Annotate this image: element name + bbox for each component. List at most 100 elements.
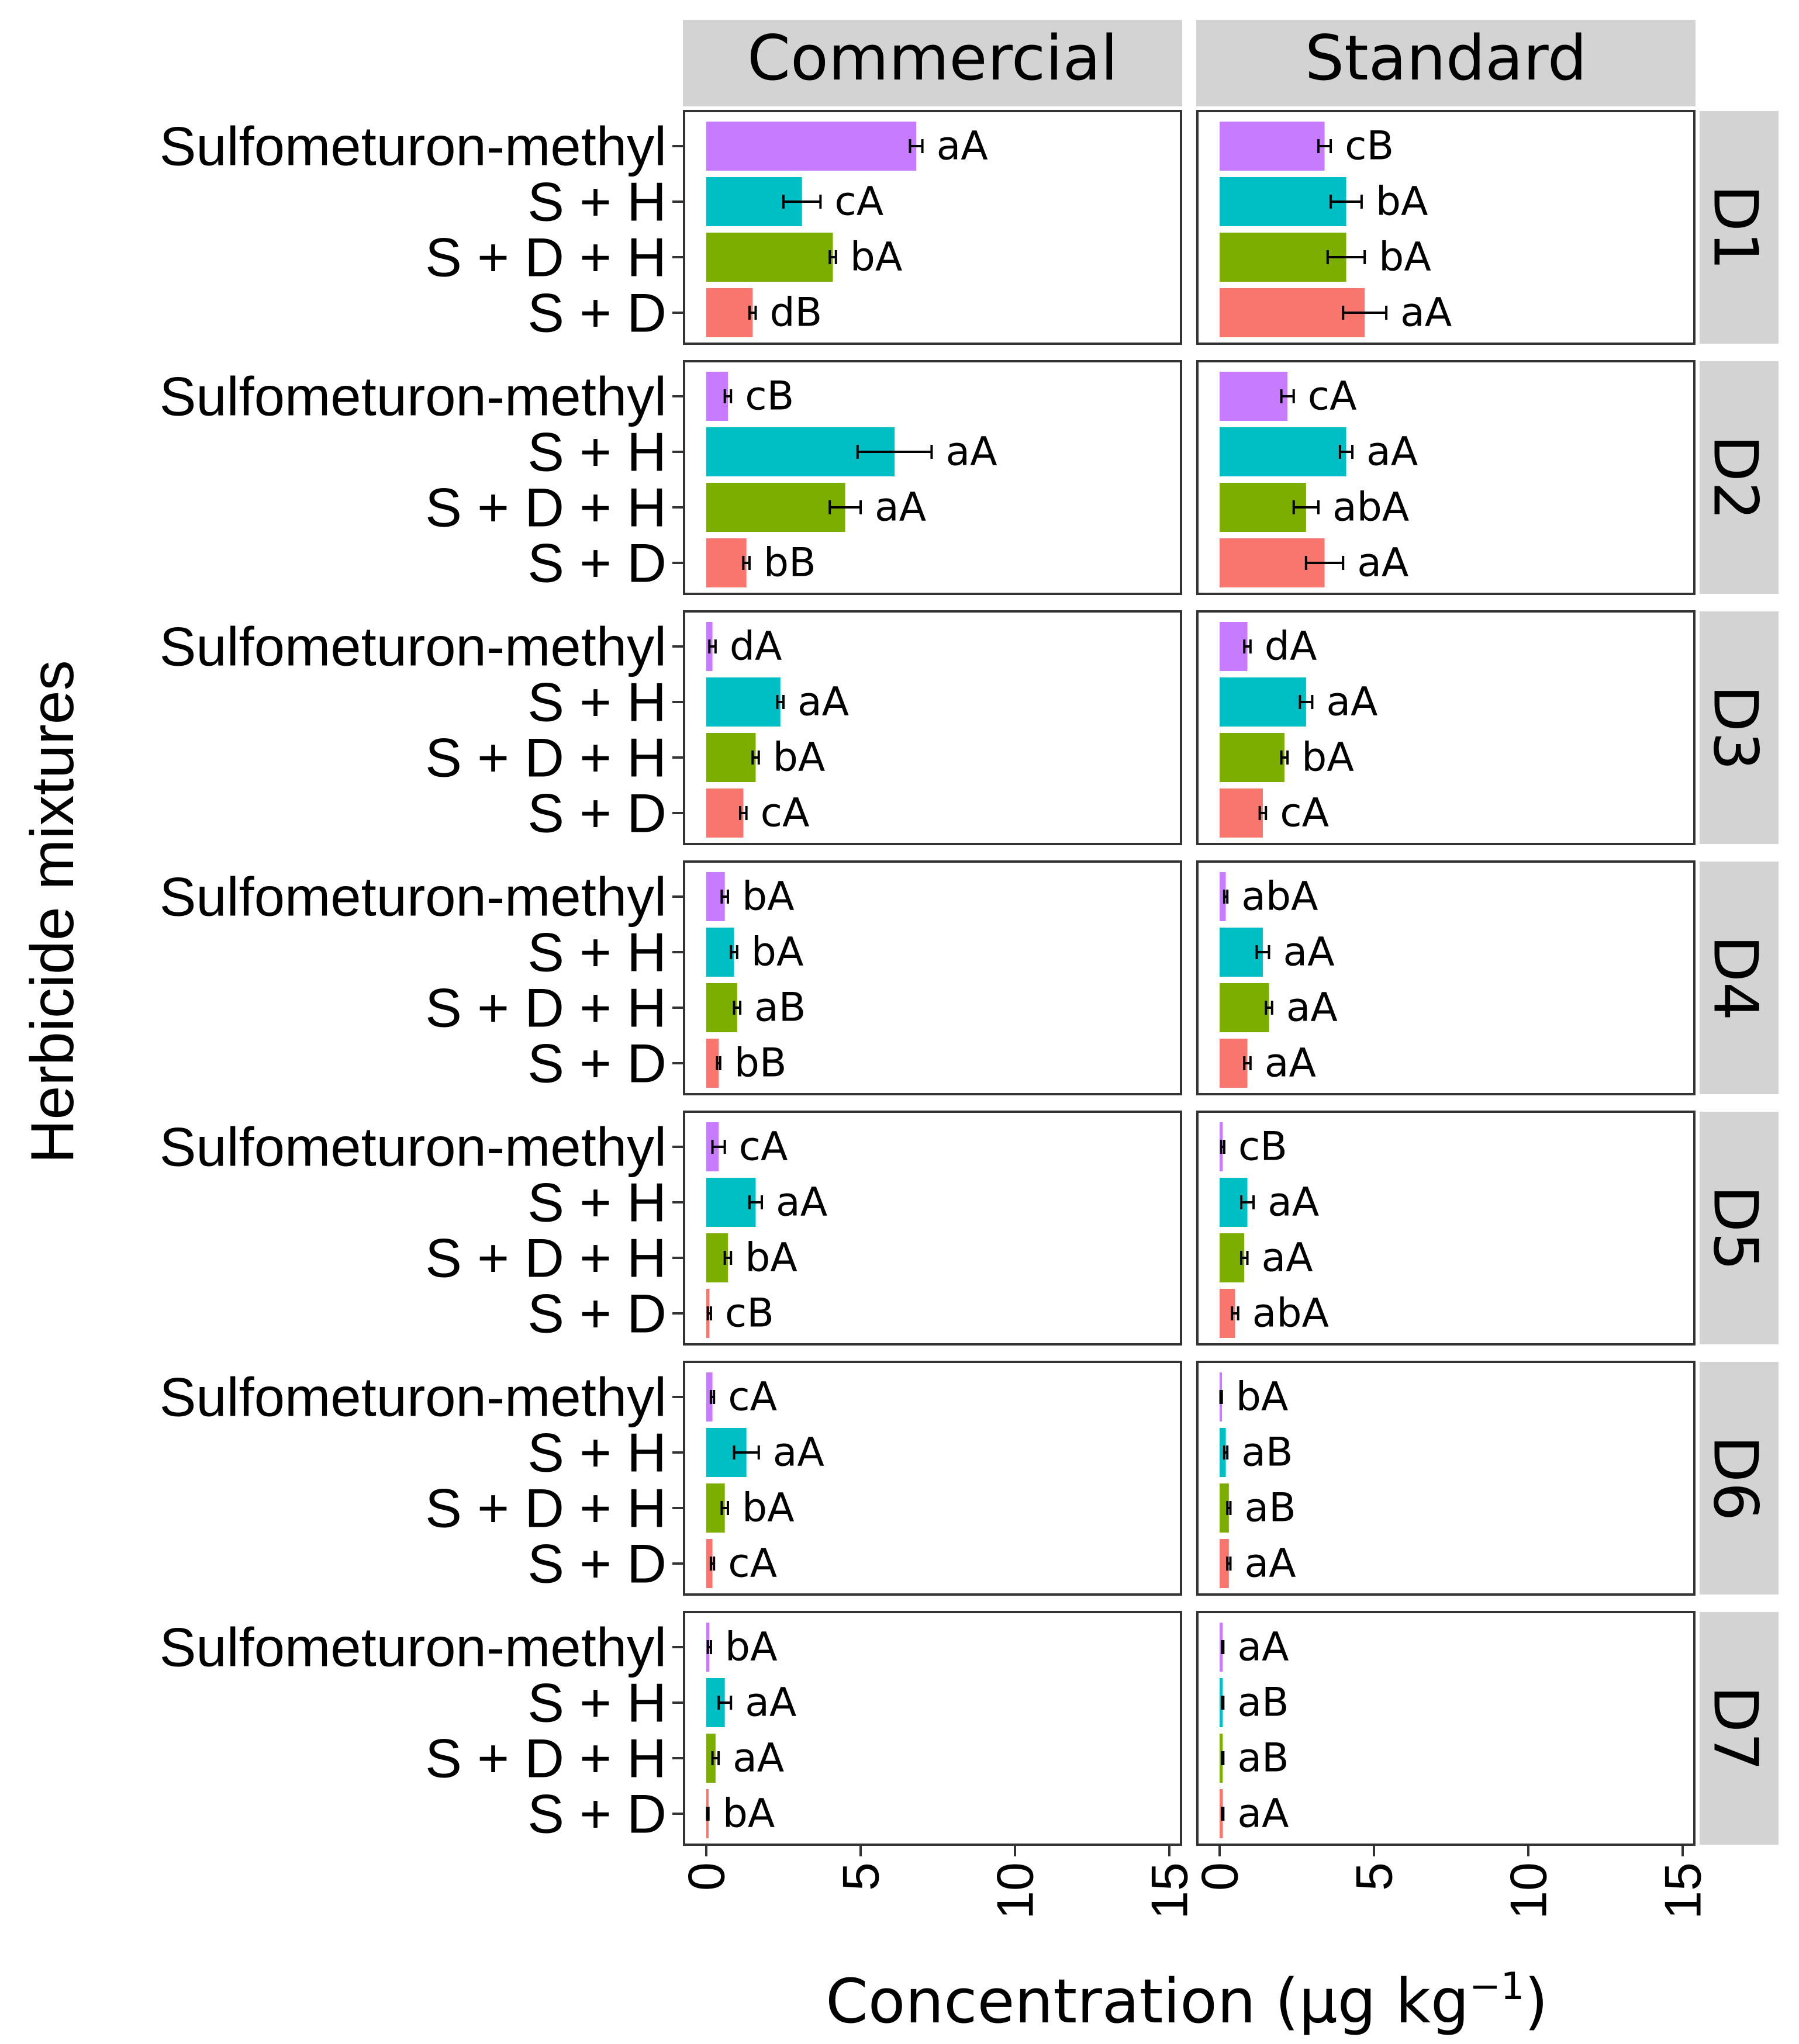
significance-letter: aA	[1283, 929, 1334, 976]
category-tick-label: S + D	[527, 783, 667, 844]
row-strip-d6	[1700, 1362, 1779, 1595]
axis-tick-label: 15	[1654, 1862, 1712, 1920]
bar	[1220, 233, 1346, 282]
significance-letter: aA	[1366, 429, 1418, 475]
significance-letter: aB	[1237, 1735, 1289, 1782]
significance-letter: cB	[1238, 1124, 1287, 1170]
row-strip-label: D2	[1700, 435, 1772, 520]
significance-letter: dA	[1265, 624, 1317, 670]
bar	[1220, 483, 1306, 532]
significance-letter: bA	[1376, 179, 1428, 225]
concentration-axis-title-close: )	[1524, 1966, 1548, 2037]
row-strip-label: D6	[1700, 1436, 1772, 1521]
significance-letter: cB	[725, 1291, 774, 1337]
bar	[1220, 622, 1248, 671]
category-tick-label: S + H	[527, 1172, 667, 1233]
significance-letter: cA	[761, 790, 810, 836]
concentration-axis-title-main: Concentration (µg kg	[826, 1966, 1469, 2037]
category-tick-label: S + H	[527, 922, 667, 983]
significance-letter: bA	[1236, 1374, 1289, 1420]
row-strip-label: D7	[1700, 1686, 1772, 1771]
column-title-commercial: Commercial	[747, 22, 1118, 94]
category-tick-label: S + D + H	[425, 1227, 667, 1289]
significance-letter: abA	[1252, 1291, 1329, 1337]
significance-letter: aA	[1357, 540, 1408, 586]
bar	[706, 1539, 713, 1588]
significance-letter: aA	[1244, 1541, 1296, 1587]
concentration-axis-title: Concentration (µg kg−1)	[826, 1965, 1548, 2037]
category-tick-label: S + D + H	[425, 727, 667, 788]
significance-letter: dB	[769, 290, 822, 336]
category-tick-label: S + H	[527, 171, 667, 233]
row-strip-label: D5	[1700, 1185, 1772, 1271]
axis-tick-label: 15	[1141, 1862, 1199, 1920]
bar	[706, 1734, 716, 1783]
bar	[706, 233, 833, 282]
category-tick-label: S + D	[527, 1783, 667, 1845]
significance-letter: aA	[1400, 290, 1452, 336]
axis-tick-label: 5	[832, 1862, 890, 1891]
significance-letter: aA	[733, 1735, 784, 1782]
bar	[1220, 677, 1306, 727]
bar	[1220, 177, 1346, 226]
significance-letter: abA	[1241, 874, 1318, 920]
significance-letter: aA	[1262, 1235, 1313, 1281]
bar	[706, 733, 756, 782]
significance-letter: cA	[739, 1124, 788, 1170]
bar	[1220, 288, 1365, 337]
panel-standard-d4	[1196, 860, 1696, 1095]
significance-letter: aA	[875, 485, 926, 531]
axis-tick-label: 0	[678, 1862, 736, 1891]
significance-letter: bA	[745, 1235, 797, 1281]
significance-letter: cA	[1280, 790, 1329, 836]
category-tick-label: S + H	[527, 1422, 667, 1483]
significance-letter: abA	[1332, 485, 1409, 531]
bar	[706, 677, 781, 727]
significance-letter: bA	[751, 929, 804, 976]
significance-letter: aA	[1286, 985, 1338, 1031]
significance-letter: cB	[1345, 123, 1394, 170]
significance-letter: bA	[1301, 735, 1354, 781]
significance-letter: aA	[945, 429, 997, 475]
bar	[1220, 427, 1346, 476]
column-strip-standard	[1196, 20, 1696, 106]
significance-letter: bA	[1379, 234, 1431, 281]
row-strip-d7	[1700, 1612, 1779, 1845]
axis-tick-label: 0	[1191, 1862, 1249, 1891]
significance-letter: cA	[728, 1541, 777, 1587]
axis-tick-label: 5	[1345, 1862, 1403, 1891]
row-strip-d3	[1700, 611, 1779, 844]
panel-commercial-d7	[683, 1611, 1182, 1846]
category-tick-label: S + D + H	[425, 227, 667, 288]
panel-standard-d5	[1196, 1111, 1696, 1346]
significance-letter: cB	[745, 373, 794, 420]
significance-letter: aB	[754, 985, 806, 1031]
bar	[706, 1178, 756, 1227]
bar	[1220, 733, 1284, 782]
category-tick-label: Sulfometuron-methyl	[160, 866, 667, 928]
row-strip-label: D1	[1700, 185, 1772, 270]
category-tick-label: Sulfometuron-methyl	[160, 616, 667, 677]
bar	[1220, 872, 1226, 921]
bar	[706, 538, 747, 587]
significance-letter: aB	[1241, 1430, 1293, 1476]
axis-tick-label: 10	[1500, 1862, 1558, 1920]
category-tick-label: Sulfometuron-methyl	[160, 1116, 667, 1178]
column-title-standard: Standard	[1305, 22, 1587, 94]
column-strip-commercial	[683, 20, 1182, 106]
category-tick-label: S + D	[527, 282, 667, 344]
bar	[1220, 372, 1288, 421]
significance-letter: aA	[1237, 1791, 1289, 1837]
significance-letter: aA	[1265, 1040, 1316, 1087]
bar	[706, 788, 744, 838]
category-tick-label: S + D + H	[425, 1478, 667, 1539]
category-tick-label: S + D	[527, 532, 667, 594]
significance-letter: bA	[723, 1791, 775, 1837]
category-tick-label: S + D	[527, 1033, 667, 1094]
panel-standard-d7	[1196, 1611, 1696, 1846]
significance-letter: bA	[742, 1485, 795, 1531]
bar	[706, 928, 734, 977]
row-strip-label: D4	[1700, 935, 1772, 1021]
